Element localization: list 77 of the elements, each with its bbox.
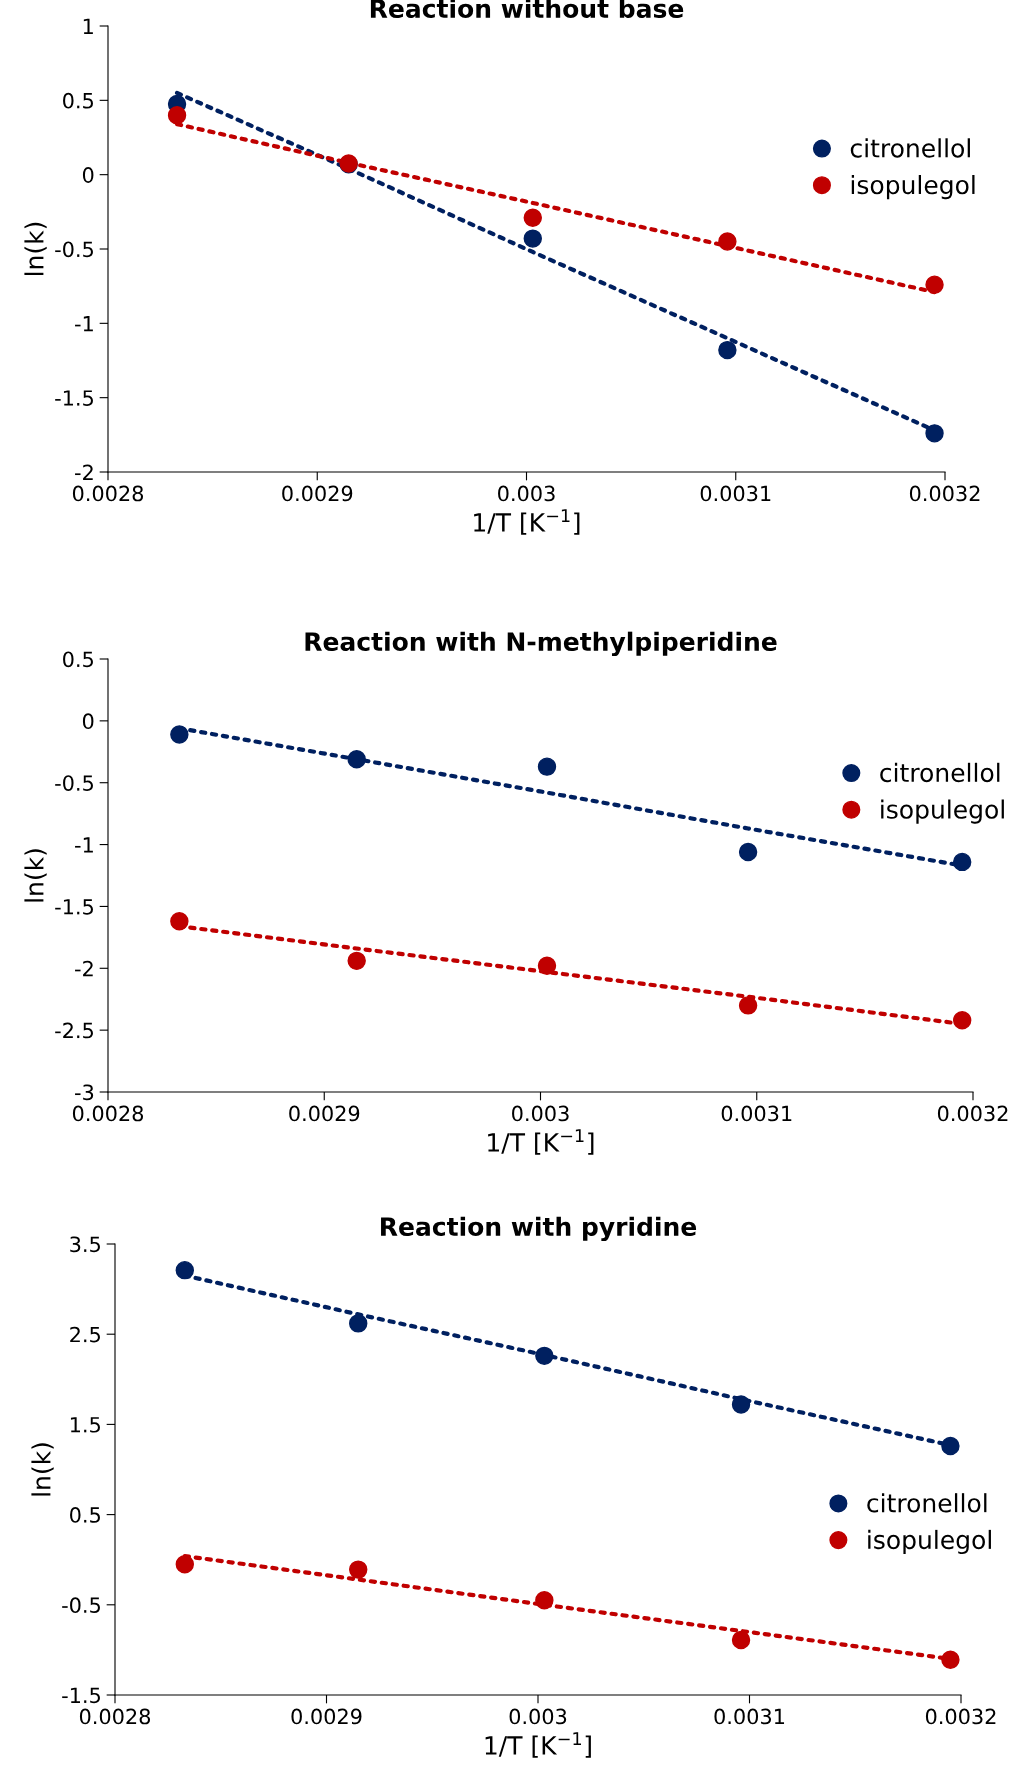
y-tick-label: -0.5 — [55, 241, 93, 258]
x-tick-label: 0.0031 — [721, 1105, 792, 1122]
x-axis-title: 1/T [K$^{−1}$] — [474, 509, 580, 535]
point — [175, 1555, 194, 1574]
y-tick-label: 2.5 — [70, 1326, 100, 1343]
y-tick-label: 0.5 — [63, 92, 93, 109]
legend-label: citronellol — [880, 762, 1000, 783]
y-tick-label: -0.5 — [55, 775, 93, 791]
x-tick-label: 0.0029 — [289, 1105, 360, 1122]
point — [731, 1630, 751, 1650]
y-tick-label: 3.5 — [70, 1236, 100, 1253]
y-tick-label: 1.5 — [70, 1417, 100, 1433]
point — [347, 750, 366, 769]
point — [925, 275, 944, 294]
legend-label: isopulegol — [851, 174, 975, 200]
chart-title: Reaction with N-methylpiperidine — [305, 631, 777, 657]
x-tick-label: 0.0032 — [909, 485, 980, 502]
x-tick-label: 0.0028 — [72, 1105, 144, 1122]
point — [523, 229, 542, 248]
x-tick-label: 0.003 — [498, 485, 555, 502]
point — [537, 956, 557, 976]
point — [535, 1591, 554, 1610]
x-tick-label: 0.0028 — [79, 1708, 151, 1725]
legend-label: isopulegol — [868, 1529, 991, 1555]
legend-label: citronellol — [850, 138, 970, 158]
chart-title: Reaction with pyridine — [381, 1216, 697, 1242]
point — [941, 1650, 960, 1670]
y-tick-label: 1 — [83, 18, 93, 34]
point — [952, 1011, 972, 1030]
point — [941, 1436, 960, 1456]
x-axis-title: 1/T [K$^{−1}$] — [485, 1732, 591, 1758]
point — [535, 1346, 554, 1366]
point — [925, 424, 944, 443]
y-tick-label: -2 — [75, 960, 93, 977]
y-tick-label: 0.5 — [70, 1507, 100, 1523]
point — [170, 912, 189, 931]
y-tick-label: -3 — [75, 1084, 94, 1101]
x-tick-label: 0.003 — [509, 1708, 567, 1725]
x-tick-label: 0.0031 — [700, 485, 771, 502]
point — [738, 842, 758, 862]
point — [718, 340, 737, 360]
y-tick-label: -1.5 — [55, 899, 93, 915]
y-tick-label: -2.5 — [55, 1022, 93, 1039]
legend-label: citronellol — [867, 1493, 987, 1513]
point — [731, 1395, 751, 1414]
x-tick-label: 0.0032 — [925, 1708, 996, 1725]
y-tick-label: -1 — [75, 837, 93, 853]
x-tick-label: 0.003 — [512, 1105, 569, 1122]
point — [738, 996, 758, 1015]
point — [349, 1560, 368, 1579]
point — [347, 951, 366, 971]
y-tick-label: 0 — [82, 713, 94, 730]
y-tick-label: -1.5 — [62, 1687, 100, 1704]
point — [175, 1260, 194, 1280]
point — [523, 208, 542, 227]
point — [167, 105, 187, 125]
y-tick-label: 0 — [82, 167, 94, 183]
x-tick-label: 0.0028 — [72, 485, 144, 502]
y-tick-label: -0.5 — [62, 1597, 100, 1614]
x-tick-label: 0.0031 — [714, 1708, 785, 1725]
y-tick-label: 0.5 — [63, 651, 93, 668]
point — [170, 725, 189, 744]
x-tick-label: 0.0032 — [937, 1105, 1008, 1122]
legend-label: isopulegol — [881, 799, 1004, 824]
point — [718, 232, 737, 251]
y-tick-label: -1 — [75, 316, 93, 332]
x-tick-label: 0.0029 — [282, 485, 353, 502]
point — [537, 757, 557, 776]
y-axis-title: ln(k) — [24, 222, 47, 276]
y-axis-title: ln(k) — [31, 1443, 54, 1496]
y-tick-label: -2 — [75, 464, 93, 480]
y-axis-title: ln(k) — [24, 849, 47, 902]
x-axis-title: 1/T [K$^{−1}$] — [488, 1129, 594, 1155]
y-tick-label: -1.5 — [55, 390, 93, 406]
point — [952, 852, 972, 872]
point — [349, 1314, 368, 1333]
x-tick-label: 0.0029 — [291, 1708, 362, 1725]
